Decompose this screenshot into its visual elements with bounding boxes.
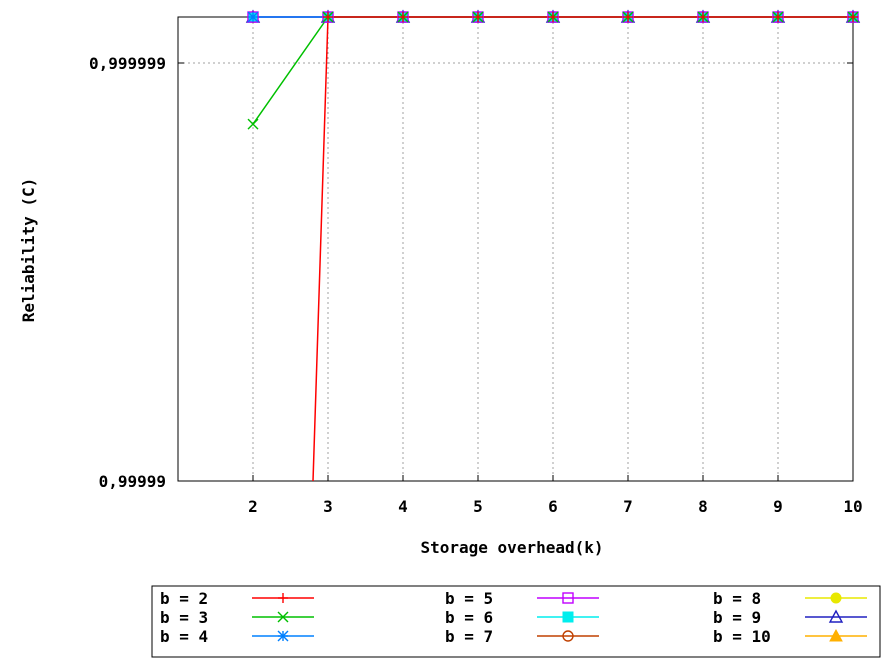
legend-item: b = 2 [160, 589, 314, 608]
legend-label: b = 6 [445, 608, 493, 627]
data-point [848, 12, 858, 22]
legend-item: b = 6 [445, 608, 599, 627]
x-tick-label: 9 [773, 497, 783, 516]
legend-item: b = 4 [160, 627, 314, 646]
legend-item: b = 3 [160, 608, 314, 627]
y-axis-label: Reliability (C) [19, 178, 38, 323]
data-point [548, 12, 558, 22]
y-tick-label: 0,999999 [89, 54, 166, 73]
x-tick-label: 3 [323, 497, 333, 516]
legend-label: b = 10 [713, 627, 771, 646]
data-point [247, 11, 259, 23]
legend-marker [828, 609, 844, 623]
data-point [698, 12, 708, 22]
legend-marker [277, 630, 289, 642]
legend-marker [830, 592, 842, 604]
legend-marker [562, 592, 574, 604]
legend-items: b = 2b = 3b = 4 b = 5b = 6b = 7 b = 8b = 9… [160, 589, 867, 646]
x-tick-label: 2 [248, 497, 258, 516]
x-tick-label: 8 [698, 497, 708, 516]
legend-label: b = 9 [713, 608, 761, 627]
x-tick-label: 10 [843, 497, 862, 516]
legend-item: b = 7 [445, 627, 599, 646]
legend-marker [277, 611, 289, 623]
y-tick-labels: 0,999999 0,99999 [89, 54, 166, 491]
x-tick-label: 6 [548, 497, 558, 516]
legend-item: b = 8 [713, 589, 867, 608]
x-tick-labels: 2 3 4 5 6 7 8 9 10 [248, 497, 862, 516]
legend: b = 2b = 3b = 4 b = 5b = 6b = 7 b = 8b = 9… [151, 585, 881, 658]
series-line [312, 16, 853, 482]
data-point [623, 12, 633, 22]
plot-area [177, 9, 861, 482]
data-point [323, 12, 333, 22]
legend-label: b = 4 [160, 627, 208, 646]
y-tick-label: 0,99999 [99, 472, 166, 491]
legend-label: b = 2 [160, 589, 208, 608]
legend-frame [151, 585, 881, 658]
grid-lines [178, 17, 853, 481]
legend-label: b = 5 [445, 589, 493, 608]
series-markers [245, 9, 861, 130]
legend-label: b = 7 [445, 627, 493, 646]
x-tick-label: 5 [473, 497, 483, 516]
legend-marker [278, 593, 288, 603]
data-point [773, 12, 783, 22]
x-axis-label: Storage overhead(k) [420, 538, 603, 557]
legend-label: b = 8 [713, 589, 761, 608]
legend-marker [562, 630, 574, 642]
data-point [473, 12, 483, 22]
legend-marker [829, 628, 843, 642]
legend-marker [562, 611, 574, 623]
legend-label: b = 3 [160, 608, 208, 627]
legend-item: b = 5 [445, 589, 599, 608]
data-point [398, 12, 408, 22]
data-point [247, 118, 259, 130]
x-tick-label: 7 [623, 497, 633, 516]
legend-item: b = 10 [713, 627, 867, 646]
legend-item: b = 9 [713, 608, 867, 627]
x-tick-label: 4 [398, 497, 408, 516]
